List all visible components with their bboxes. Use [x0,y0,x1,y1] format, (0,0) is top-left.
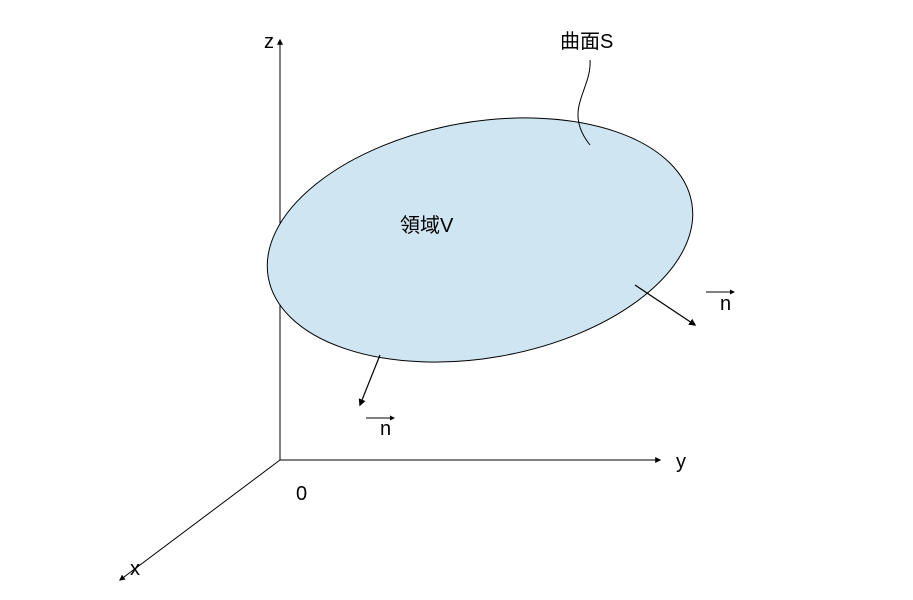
region-ellipse [248,86,712,393]
label-x: x [130,558,140,580]
label-surface: 曲面S [560,30,613,53]
label-normal-1: n [720,293,731,315]
axis-x [120,460,280,580]
label-normal-2: n [380,418,391,440]
normal-arrow-2 [360,355,380,405]
label-origin: 0 [296,483,307,505]
label-z: z [264,31,274,53]
label-y: y [676,451,686,473]
label-region: 領域V [400,214,454,237]
normal-arrow-1 [635,285,695,325]
